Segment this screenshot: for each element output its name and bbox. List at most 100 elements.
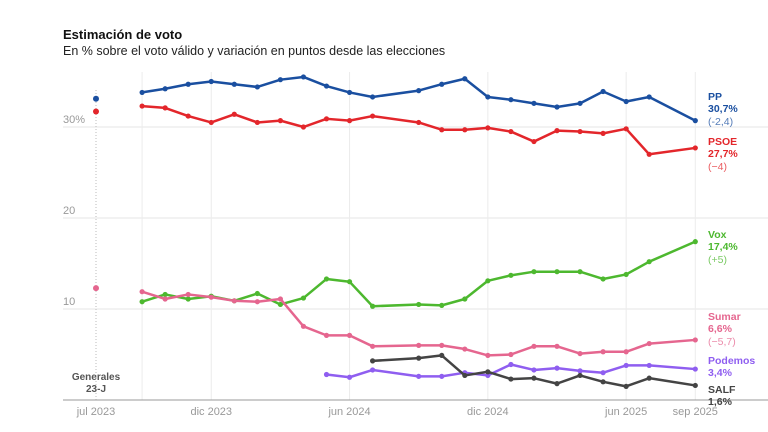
series-line-pp: [141, 75, 696, 122]
data-point-vox: [323, 276, 330, 282]
data-point-psoe: [623, 126, 629, 132]
data-point-psoe: [346, 118, 353, 124]
election-point-pp: [93, 95, 99, 102]
data-point-salf: [554, 381, 560, 387]
data-point-psoe: [208, 119, 214, 126]
data-point-sumar: [323, 332, 330, 338]
series-label-salf: SALF: [708, 384, 736, 396]
x-tick-label: jun 2025: [604, 406, 647, 418]
series-last-value: 6,6%: [708, 323, 733, 335]
data-point-sumar: [254, 299, 260, 305]
data-point-pp: [208, 78, 214, 85]
data-point-vox: [439, 302, 445, 308]
data-point-psoe: [439, 127, 445, 133]
data-point-salf: [508, 376, 514, 382]
data-point-pp: [416, 88, 422, 94]
series-label-podemos: Podemos: [708, 355, 755, 367]
data-point-pp: [185, 81, 191, 87]
data-point-salf: [439, 352, 445, 359]
data-point-vox: [162, 291, 168, 298]
data-point-psoe: [692, 145, 698, 151]
data-point-vox: [139, 299, 145, 305]
data-point-vox: [370, 303, 376, 309]
data-point-sumar: [208, 294, 214, 300]
data-point-sumar: [508, 351, 514, 358]
series-label-pp: PP: [708, 91, 722, 103]
data-point-vox: [577, 269, 583, 275]
data-point-pp: [439, 81, 445, 87]
series-change: (+5): [708, 254, 727, 266]
data-point-podemos: [600, 370, 606, 376]
data-point-pp: [508, 97, 514, 103]
data-point-vox: [531, 269, 537, 275]
series-last-value: 1,6%: [708, 396, 733, 408]
data-point-pp: [277, 77, 283, 83]
data-point-podemos: [646, 362, 652, 369]
data-point-sumar: [162, 296, 168, 302]
data-point-pp: [485, 94, 491, 100]
y-tick-label: 30%: [63, 114, 85, 126]
series-last-value: 17,4%: [708, 241, 738, 253]
data-point-pp: [554, 104, 560, 110]
data-point-psoe: [485, 125, 491, 131]
data-point-pp: [162, 86, 168, 92]
data-point-podemos: [554, 365, 560, 371]
data-point-salf: [692, 382, 698, 389]
x-tick-label: dic 2024: [467, 406, 509, 418]
data-point-vox: [508, 272, 514, 278]
data-point-sumar: [554, 343, 560, 349]
series-line-vox: [141, 240, 696, 308]
data-point-psoe: [531, 138, 537, 145]
data-point-pp: [462, 76, 468, 82]
data-point-podemos: [692, 366, 698, 372]
data-point-psoe: [139, 103, 145, 109]
data-point-sumar: [416, 342, 422, 348]
data-point-podemos: [346, 374, 353, 380]
data-point-podemos: [485, 372, 491, 379]
data-point-podemos: [439, 373, 445, 379]
data-point-pp: [300, 74, 307, 80]
series-label-vox: Vox: [708, 229, 727, 241]
data-point-podemos: [323, 371, 330, 378]
election-point-sumar: [93, 285, 99, 292]
data-point-pp: [139, 89, 145, 96]
data-point-pp: [623, 98, 629, 105]
data-point-psoe: [416, 119, 422, 126]
data-point-pp: [370, 94, 376, 100]
data-point-psoe: [231, 111, 237, 117]
data-point-salf: [623, 383, 629, 389]
chart-title: Estimación de voto: [63, 27, 183, 42]
data-point-pp: [531, 100, 537, 106]
data-point-sumar: [231, 298, 237, 304]
x-tick-label: jul 2023: [76, 406, 116, 418]
data-point-sumar: [692, 337, 698, 343]
data-point-pp: [577, 100, 583, 106]
data-point-psoe: [600, 130, 606, 136]
data-point-pp: [346, 89, 353, 96]
data-point-sumar: [646, 340, 652, 347]
data-point-sumar: [577, 350, 583, 357]
data-point-pp: [600, 88, 606, 95]
data-point-vox: [254, 290, 260, 297]
data-point-sumar: [600, 349, 606, 355]
data-point-vox: [623, 271, 629, 278]
y-tick-label: 10: [63, 296, 75, 308]
data-point-sumar: [623, 349, 629, 355]
data-point-psoe: [646, 151, 652, 157]
data-point-sumar: [185, 291, 191, 298]
data-point-psoe: [277, 118, 283, 124]
data-point-psoe: [323, 116, 330, 122]
data-point-pp: [254, 84, 260, 90]
data-point-podemos: [508, 361, 514, 368]
series-last-value: 30,7%: [708, 103, 738, 115]
data-point-sumar: [531, 343, 537, 349]
data-point-sumar: [300, 323, 307, 329]
data-point-vox: [554, 269, 560, 275]
data-point-psoe: [300, 124, 307, 130]
data-point-sumar: [346, 332, 353, 338]
data-point-podemos: [577, 368, 583, 374]
data-point-podemos: [623, 362, 629, 369]
x-tick-label: jun 2024: [327, 406, 370, 418]
